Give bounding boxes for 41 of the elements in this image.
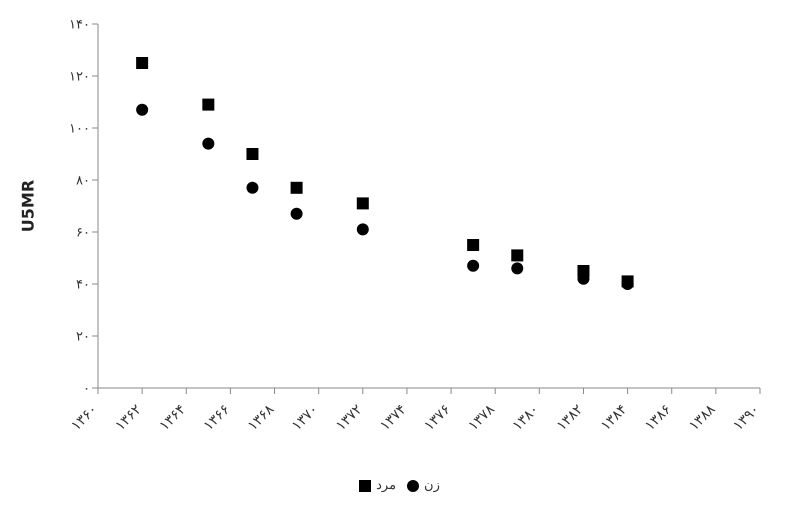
y-tick-label: ۸۰: [76, 174, 90, 189]
y-axis-title: U5MR: [18, 180, 38, 232]
y-tick-label: ۰: [83, 382, 90, 397]
x-tick-label: ۱۳۸۴: [598, 402, 630, 434]
point: [246, 148, 258, 160]
point: [246, 182, 258, 194]
x-tick-label: ۱۳۷۰: [288, 402, 322, 434]
point: [202, 98, 214, 111]
x-tick-label: ۱۳۸۲: [554, 402, 586, 434]
point: [290, 182, 303, 194]
point: [511, 262, 524, 274]
legend-label: زن: [424, 478, 440, 493]
x-tick-label: ۱۳۶۸: [244, 401, 278, 434]
x-tick-label: ۱۳۸۶: [642, 402, 675, 434]
y-tick-label: ۲۰: [76, 330, 90, 345]
x-tick-label: ۱۳۷۶: [421, 402, 454, 434]
x-tick-label: ۱۳۷۴: [377, 402, 410, 434]
point: [356, 223, 369, 236]
point: [136, 57, 148, 69]
x-tick-label: ۱۳۸۸: [686, 401, 720, 434]
point: [356, 197, 369, 210]
point: [467, 239, 480, 251]
x-tick-label: ۱۳۷۸: [465, 401, 498, 434]
x-tick-label: ۱۳۶۶: [200, 402, 234, 434]
y-tick-label: ۱۰۰: [69, 122, 90, 137]
point: [467, 260, 480, 272]
point: [202, 138, 214, 150]
y-tick-label: ۴۰: [76, 278, 90, 293]
x-tick-label: ۱۳۹۰: [730, 402, 763, 434]
point: [136, 104, 148, 116]
x-tick-label: ۱۳۸۰: [510, 402, 542, 434]
x-tick-label: ۱۳۶۲: [112, 402, 145, 434]
x-tick-label: ۱۳۷۲: [333, 402, 366, 434]
y-tick-label: ۶۰: [76, 226, 90, 241]
point: [511, 249, 524, 262]
y-tick-label: ۱۴۰: [69, 18, 90, 33]
y-tick-label: ۱۲۰: [69, 70, 90, 85]
x-tick-label: ۱۳۶۰: [68, 402, 101, 434]
x-tick-label: ۱۳۶۴: [156, 402, 190, 434]
legend-label: مرد: [376, 478, 396, 493]
point: [290, 208, 303, 220]
